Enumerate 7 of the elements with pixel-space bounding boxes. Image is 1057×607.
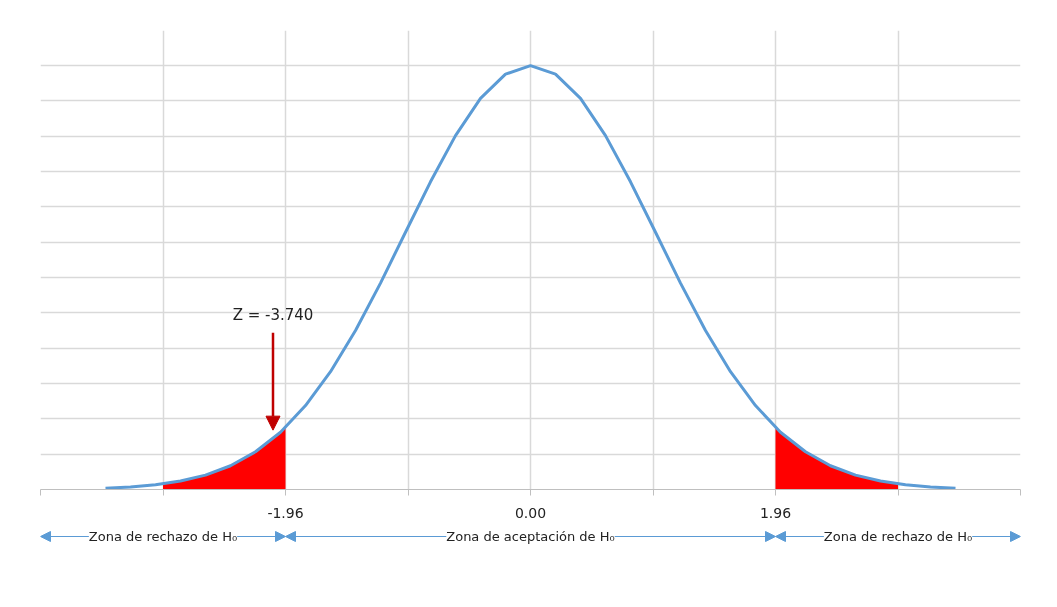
text: Zona de rechazo de H₀ bbox=[823, 529, 973, 544]
x-tick-label: 0.00 bbox=[514, 504, 547, 521]
x-tick-label: 1.96 bbox=[759, 504, 792, 521]
x-tick-label: -1.96 bbox=[267, 504, 304, 521]
text: Zona de rechazo de H₀ bbox=[88, 529, 238, 544]
text: Zona de aceptación de H₀ bbox=[446, 529, 615, 544]
annotation: Z = -3.740 bbox=[232, 306, 314, 325]
